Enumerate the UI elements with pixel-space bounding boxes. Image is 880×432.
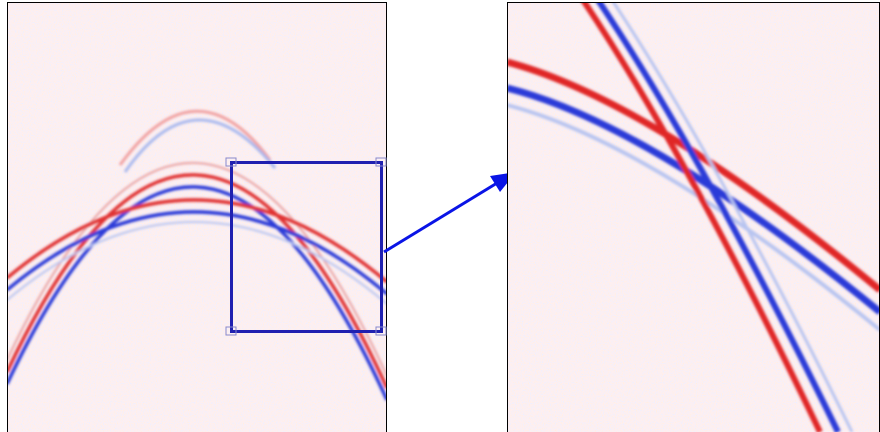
arrow-shaft [383,178,503,254]
left-panel [7,2,387,432]
event-faint [123,118,277,173]
event-steep [595,2,841,432]
zoom-handle [225,157,237,167]
left-frame [7,2,387,432]
event-faint [118,109,272,166]
right-panel [507,2,880,432]
event-broad [7,210,387,296]
noise-background [7,2,387,432]
event-steep [7,173,387,389]
events [7,109,387,401]
event-steep [611,2,854,432]
zoom-box [230,161,383,333]
zoom-events [507,2,880,432]
zoom-handle [375,157,387,167]
zoom-handle [375,326,387,336]
zoom-handle [225,326,237,336]
event-broad [7,221,387,305]
event-broad [507,103,880,332]
event-broad [507,58,880,293]
event-broad [507,84,880,315]
event-steep [7,185,387,401]
event-broad [7,198,387,284]
event-steep [580,2,823,432]
noise-background [507,2,880,432]
